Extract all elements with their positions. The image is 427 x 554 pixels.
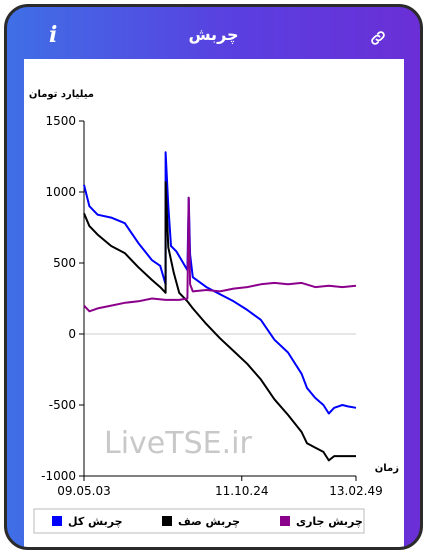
series-line-1 xyxy=(83,181,356,462)
x-tick-label: 13.02.49 xyxy=(329,484,382,498)
watermark: LiveTSE.ir xyxy=(104,426,252,461)
y-tick-label: 0 xyxy=(68,327,76,341)
chart-panel: میلیارد تومان زمان LiveTSE.ir -1000 -500 0… xyxy=(24,59,404,547)
y-tick-label: 1500 xyxy=(45,114,76,128)
x-axis-label: زمان xyxy=(375,463,399,474)
legend-label-2[interactable]: چربش جاری xyxy=(296,515,363,528)
legend-swatch-0 xyxy=(52,516,62,526)
info-icon[interactable]: i xyxy=(49,22,58,48)
y-tick-label: 500 xyxy=(53,256,76,270)
y-axis-label: میلیارد تومان xyxy=(29,89,94,100)
x-tick-label: 09.05.03 xyxy=(57,484,110,498)
legend-label-0[interactable]: چربش کل xyxy=(68,515,123,528)
axes: -1000 -500 0 500 1000 1500 09.05.03 11.10.24 13.… xyxy=(41,114,383,498)
y-tick-label: 1000 xyxy=(45,185,76,199)
x-tick-label: 11.10.24 xyxy=(215,484,268,498)
y-tick-label: -500 xyxy=(49,398,76,412)
legend-label-1[interactable]: چربش صف xyxy=(178,515,240,528)
legend: چربش کل چربش صف چربش جاری xyxy=(33,508,365,534)
y-tick-label: -1000 xyxy=(41,469,76,483)
chart-title: چربش xyxy=(188,25,239,44)
legend-swatch-1 xyxy=(162,516,172,526)
chart-svg: میلیارد تومان زمان LiveTSE.ir -1000 -500 0… xyxy=(29,89,399,534)
header-bar: i چربش xyxy=(7,7,420,63)
legend-swatch-2 xyxy=(280,516,290,526)
series-lines xyxy=(83,151,357,462)
link-icon[interactable] xyxy=(369,29,387,47)
series-line-0 xyxy=(83,151,357,415)
legend-box xyxy=(33,508,365,534)
series-line-2 xyxy=(83,196,357,313)
chart-card: i چربش میلیارد تومان زمان LiveTSE.ir -10… xyxy=(4,4,423,550)
